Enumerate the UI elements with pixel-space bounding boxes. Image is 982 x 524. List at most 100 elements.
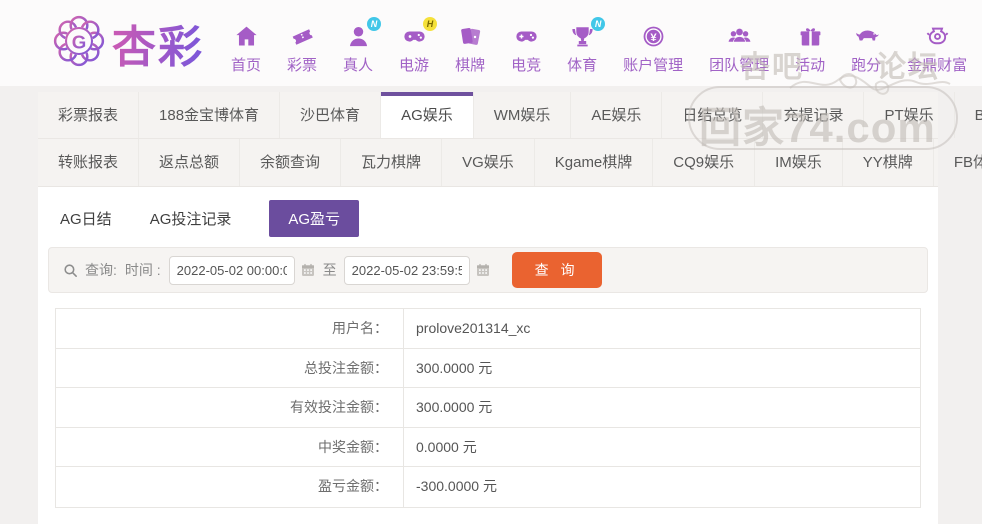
row-value: 300.0000 元 — [416, 399, 493, 415]
nav-item-lottery[interactable]: 彩票 — [274, 11, 330, 75]
nav-label: 电游 — [399, 57, 430, 74]
report-tabs-row1: 彩票报表 188金宝博体育 沙巴体育 AG娱乐 WM娱乐 AE娱乐 日结总览 充… — [38, 92, 982, 139]
coin-icon: ¥ — [638, 21, 668, 51]
ticket-icon — [287, 21, 317, 51]
ag-subtabs: AG日结 AG投注记录 AG盈亏 — [38, 187, 938, 237]
tab-balance-query[interactable]: 余额查询 — [240, 139, 342, 186]
badge-n: N — [367, 17, 382, 31]
row-label: 有效投注金额： — [56, 388, 404, 427]
subtab-ag-profit-loss[interactable]: AG盈亏 — [269, 200, 360, 237]
report-tabs: 彩票报表 188金宝博体育 沙巴体育 AG娱乐 WM娱乐 AE娱乐 日结总览 充… — [38, 92, 982, 187]
nav-label: 活动 — [795, 57, 826, 74]
row-value: -300.0000 元 — [416, 478, 497, 494]
table-row-username: 用户名： prolove201314_xc — [56, 309, 920, 349]
team-icon — [724, 21, 754, 51]
tab-fb-sport[interactable]: FB体育 — [934, 139, 982, 186]
tab-wali-games[interactable]: 瓦力棋牌 — [341, 139, 443, 186]
esports-gamepad-icon — [511, 21, 541, 51]
person-icon: N — [343, 17, 382, 51]
tab-im-entertainment[interactable]: IM娱乐 — [755, 139, 843, 186]
tab-cq9-entertainment[interactable]: CQ9娱乐 — [653, 139, 756, 186]
between-label: 至 — [322, 262, 337, 278]
flower-logo-icon: G — [52, 14, 106, 73]
tab-pt-entertainment[interactable]: PT娱乐 — [864, 92, 955, 138]
nav-label: 真人 — [343, 57, 374, 74]
search-icon — [64, 263, 77, 277]
row-value: prolove201314_xc — [416, 320, 531, 336]
calendar-icon[interactable] — [475, 262, 491, 278]
row-label: 用户名： — [56, 309, 404, 348]
nav-item-jinding-wealth[interactable]: 金鼎财富 — [894, 11, 980, 75]
row-label: 总投注金额： — [56, 348, 404, 387]
tab-wm-entertainment[interactable]: WM娱乐 — [474, 92, 572, 138]
cards-icon — [455, 21, 485, 51]
nav-item-board-games[interactable]: 棋牌 — [442, 11, 498, 75]
nav-item-account-mgmt[interactable]: ¥ 账户管理 — [610, 11, 696, 75]
nav-item-sports[interactable]: N 体育 — [554, 11, 610, 75]
nav-item-home[interactable]: 首页 — [218, 11, 274, 75]
top-nav: G 杏彩 首页 彩票 N — [0, 0, 982, 86]
nav-label: 首页 — [231, 57, 262, 74]
svg-text:¥: ¥ — [650, 32, 657, 44]
table-row-total-bet: 总投注金额： 300.0000 元 — [56, 348, 920, 388]
home-icon — [231, 21, 261, 51]
trophy-icon: N — [567, 17, 606, 51]
table-row-win-amount: 中奖金额： 0.0000 元 — [56, 427, 920, 467]
tab-daily-overview[interactable]: 日结总览 — [662, 92, 764, 138]
tab-shaba-sport[interactable]: 沙巴体育 — [280, 92, 382, 138]
content-panel: AG日结 AG投注记录 AG盈亏 查询: 时间 : 至 查 询 用户名： pro… — [38, 187, 938, 524]
brand-logo[interactable]: G 杏彩 — [52, 11, 204, 75]
nav-item-activity[interactable]: 活动 — [782, 11, 838, 75]
tab-ag-entertainment[interactable]: AG娱乐 — [381, 92, 474, 138]
query-button[interactable]: 查 询 — [511, 252, 602, 288]
search-bar: 查询: 时间 : 至 查 询 — [48, 247, 928, 293]
nav-item-esports[interactable]: 电竞 — [498, 11, 554, 75]
badge-n: N — [591, 17, 606, 31]
tab-kgame-games[interactable]: Kgame棋牌 — [535, 139, 654, 186]
row-value: 0.0000 元 — [416, 438, 477, 455]
treasure-icon — [922, 21, 952, 51]
tab-transfer-report[interactable]: 转账报表 — [38, 139, 140, 186]
date-from-input[interactable] — [168, 255, 295, 285]
row-label: 盈亏金额： — [56, 467, 404, 507]
tab-yy-games[interactable]: YY棋牌 — [843, 139, 934, 186]
nav-item-paofen[interactable]: 跑分 — [838, 11, 894, 75]
nav-label: 棋牌 — [455, 57, 486, 74]
table-row-valid-bet: 有效投注金额： 300.0000 元 — [56, 388, 920, 428]
gamepad-icon: H — [399, 17, 438, 51]
nav-label: 体育 — [567, 57, 598, 74]
date-to-input[interactable] — [343, 255, 470, 285]
nav-label: 跑分 — [851, 57, 882, 74]
nav-label: 电竞 — [511, 57, 542, 74]
row-value: 300.0000 元 — [416, 359, 493, 376]
rhino-icon — [851, 21, 881, 51]
tab-lottery-report[interactable]: 彩票报表 — [38, 92, 140, 138]
tab-deposit-withdraw[interactable]: 充提记录 — [763, 92, 865, 138]
nav-item-live[interactable]: N 真人 — [330, 11, 386, 75]
svg-text:G: G — [72, 31, 87, 52]
main-nav: 首页 彩票 N 真人 H 电游 — [218, 11, 980, 75]
row-label: 中奖金额： — [56, 427, 404, 466]
nav-label: 彩票 — [287, 57, 318, 74]
badge-h: H — [423, 17, 438, 31]
tab-vg-entertainment[interactable]: VG娱乐 — [442, 139, 535, 186]
report-tabs-row2: 转账报表 返点总额 余额查询 瓦力棋牌 VG娱乐 Kgame棋牌 CQ9娱乐 I… — [38, 139, 982, 186]
tab-188-sport[interactable]: 188金宝博体育 — [139, 92, 281, 138]
table-row-profit-loss: 盈亏金额： -300.0000 元 — [56, 467, 920, 507]
subtab-ag-daily[interactable]: AG日结 — [60, 211, 112, 228]
nav-item-egames[interactable]: H 电游 — [386, 11, 442, 75]
calendar-icon[interactable] — [300, 262, 316, 278]
tab-rebate-total[interactable]: 返点总额 — [139, 139, 241, 186]
nav-label: 团队管理 — [709, 57, 770, 74]
tab-bbin[interactable]: BBIN — [955, 92, 982, 138]
profit-loss-table: 用户名： prolove201314_xc 总投注金额： 300.0000 元 … — [55, 308, 921, 508]
nav-label: 账户管理 — [623, 57, 684, 74]
tab-ae-entertainment[interactable]: AE娱乐 — [571, 92, 663, 138]
brand-name: 杏彩 — [112, 11, 204, 75]
time-label: 时间 : — [124, 262, 161, 278]
nav-label: 金鼎财富 — [907, 57, 968, 74]
nav-item-team-mgmt[interactable]: 团队管理 — [696, 11, 782, 75]
gift-icon — [795, 21, 825, 51]
subtab-ag-bet-records[interactable]: AG投注记录 — [149, 211, 232, 228]
